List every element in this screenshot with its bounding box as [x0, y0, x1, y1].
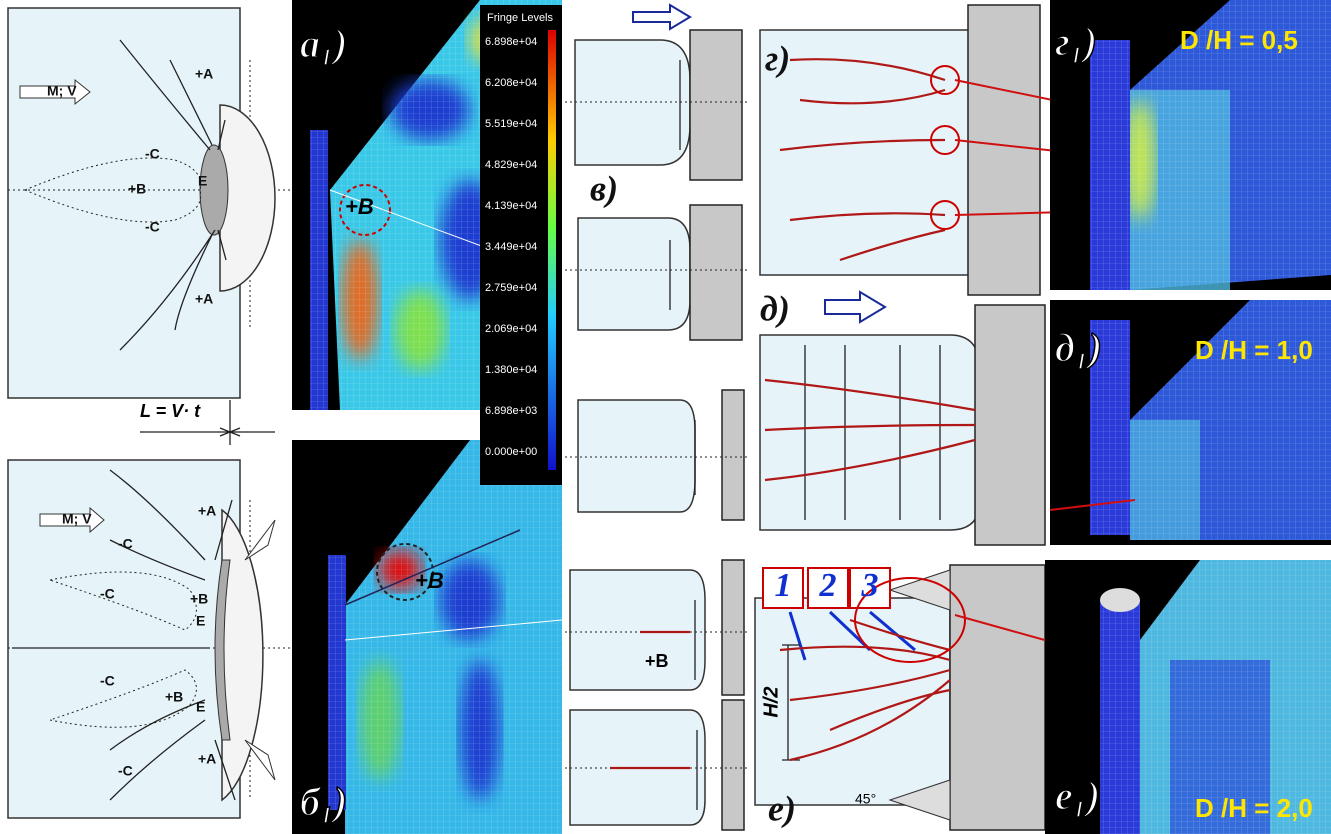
ratio-label: D /H = 1,0 [1195, 335, 1313, 365]
legend-level: 5.519e+04 [485, 118, 537, 130]
zone-label: -C [100, 586, 115, 602]
figure: Fringe Levels M; V M; V L = V· t а₁) +B … [0, 0, 1331, 834]
zone-label: -C [145, 146, 160, 162]
legend-level: 2.069e+04 [485, 323, 537, 335]
legend-level: 2.759e+04 [485, 282, 537, 294]
schematic-bottom [8, 460, 290, 818]
panel-label: е) [768, 788, 796, 828]
zone-number: 3 [861, 567, 879, 604]
zone-label: -C [118, 536, 133, 552]
fem-b1 [292, 440, 562, 834]
zone-label: +A [195, 66, 213, 82]
zone-label: E [198, 173, 207, 189]
panel-label: б₁) [300, 779, 347, 824]
panel-label: д) [760, 288, 790, 328]
legend-level: 1.380e+04 [485, 364, 537, 376]
panel-d [760, 292, 1045, 545]
dimension-label: L = V· t [140, 401, 201, 421]
legend-level: 4.829e+04 [485, 159, 537, 171]
legend-level: 3.449e+04 [485, 241, 537, 253]
dimension-label: H/2 [760, 686, 782, 717]
point-label: +B [415, 568, 444, 593]
legend-level: 0.000e+00 [485, 446, 537, 458]
arrow-label: M; V [62, 511, 92, 527]
ratio-label: D /H = 0,5 [1180, 25, 1298, 55]
panel-label: е₁) [1055, 773, 1100, 818]
ratio-label: D /H = 2,0 [1195, 793, 1313, 823]
point-label: +B [345, 194, 374, 219]
legend-level: 4.139e+04 [485, 200, 537, 212]
panel-label: г) [765, 38, 790, 78]
zone-label: -C [100, 673, 115, 689]
legend-level: 6.898e+04 [485, 36, 537, 48]
zone-label: E [196, 613, 205, 629]
legend-level: 6.898e+03 [485, 405, 537, 417]
schematic-top [8, 8, 290, 398]
zone-label: -C [118, 763, 133, 779]
zone-label: +A [195, 291, 213, 307]
zone-label: +A [198, 503, 216, 519]
angle-label: 45° [855, 791, 876, 807]
legend-level: 6.208e+04 [485, 77, 537, 89]
legend-title: Fringe Levels [487, 12, 554, 24]
zone-label: +B [165, 689, 183, 705]
zone-number: 1 [775, 567, 792, 604]
zone-label: +B [190, 591, 208, 607]
zone-number: 2 [819, 567, 837, 604]
zone-label: E [196, 699, 205, 715]
panel-label: в) [590, 168, 618, 208]
zone-label: +A [198, 751, 216, 767]
panel-label: г₁) [1055, 19, 1097, 64]
arrow-label: M; V [47, 83, 77, 99]
panel-label: а₁) [300, 21, 347, 66]
zone-label: +B [128, 181, 146, 197]
panel-label: д₁) [1055, 325, 1102, 370]
panel-v [565, 5, 750, 830]
zone-label: -C [145, 219, 160, 235]
point-label: +B [645, 651, 669, 671]
